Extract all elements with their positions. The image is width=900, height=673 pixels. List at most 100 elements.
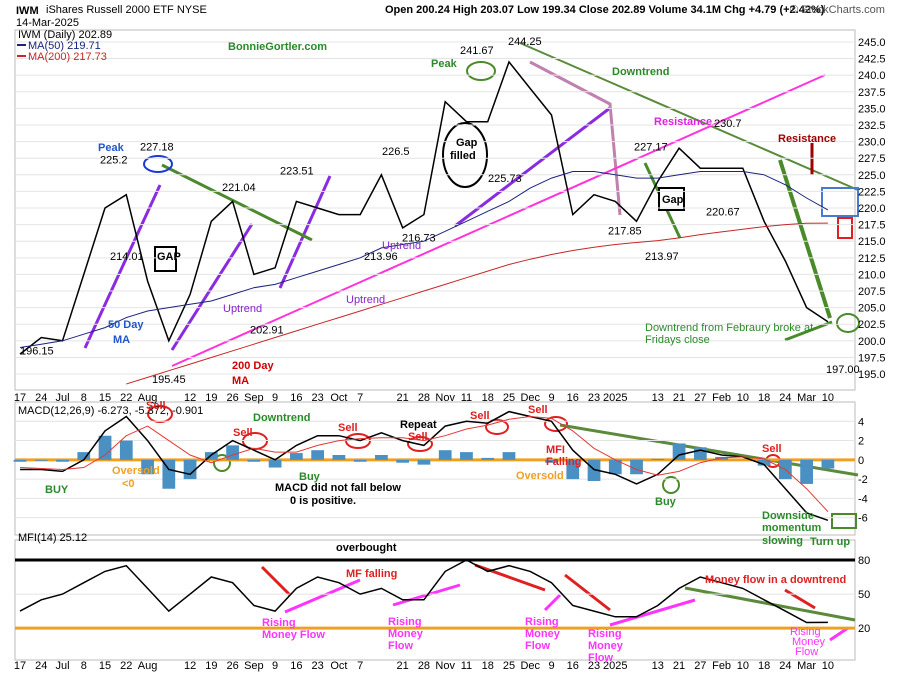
annotation: MA xyxy=(232,375,249,387)
x-tick-label: 18 xyxy=(482,392,494,404)
x-tick-label: 25 xyxy=(503,660,515,672)
annotation: Uptrend xyxy=(223,303,262,315)
x-tick-label: 23 xyxy=(588,660,600,672)
x-tick-label: Jul xyxy=(55,392,69,404)
box xyxy=(831,513,857,529)
annotation: Sell xyxy=(470,410,490,422)
x-tick-label: 2025 xyxy=(603,392,627,404)
price-label: 227.17 xyxy=(634,141,668,153)
circle xyxy=(213,454,231,472)
series-line xyxy=(126,222,828,385)
x-tick-label: 26 xyxy=(226,392,238,404)
x-tick-label: Mar xyxy=(797,660,816,672)
trend-line xyxy=(171,74,826,367)
annotation: Downtrend xyxy=(253,412,310,424)
x-tick-label: 28 xyxy=(418,660,430,672)
y-tick-label: 220.0 xyxy=(858,203,886,215)
y-tick-label: -4 xyxy=(858,493,868,505)
x-tick-label: 10 xyxy=(737,392,749,404)
annotation: Money xyxy=(525,628,561,640)
x-tick-label: 19 xyxy=(205,392,217,404)
histogram-bar xyxy=(13,459,27,462)
histogram-bar xyxy=(502,452,516,460)
annotation: Flow xyxy=(388,640,413,652)
annotation: Money flow in a downtrend xyxy=(705,574,846,586)
annotation: Fridays close xyxy=(645,334,710,346)
annotation: Money xyxy=(792,636,826,648)
price-label: 197.00 xyxy=(826,364,860,376)
x-tick-label: 12 xyxy=(184,660,196,672)
x-tick-label: 27 xyxy=(694,660,706,672)
annotation: MFI xyxy=(546,444,565,456)
price-label: 244.25 xyxy=(508,36,542,48)
x-tick-label: Aug xyxy=(138,392,158,404)
x-tick-label: 16 xyxy=(567,660,579,672)
histogram-bar xyxy=(693,447,707,460)
annotation: slowing xyxy=(762,535,803,547)
histogram-bar xyxy=(800,459,813,484)
x-tick-label: Dec xyxy=(520,392,540,404)
annotation: Flow xyxy=(588,652,613,664)
circle xyxy=(407,436,433,452)
histogram-bar xyxy=(353,459,367,462)
annotation: Uptrend xyxy=(346,294,385,306)
y-tick-label: 217.5 xyxy=(858,220,886,232)
annotation: Sell xyxy=(233,427,253,439)
histogram-bar xyxy=(608,459,622,475)
annotation: Sell xyxy=(528,404,548,416)
trend-line xyxy=(519,42,859,191)
y-tick-label: 20 xyxy=(858,623,870,635)
price-label: 214.01 xyxy=(110,251,144,263)
box xyxy=(658,187,685,211)
circle xyxy=(662,476,680,494)
macd-title: MACD(12,26,9) -6.273, -5.372, -0.901 xyxy=(18,405,203,417)
x-tick-label: Oct xyxy=(330,392,347,404)
x-tick-label: 16 xyxy=(567,392,579,404)
x-tick-label: 10 xyxy=(737,660,749,672)
circle xyxy=(147,405,173,423)
series-line xyxy=(20,410,829,522)
histogram-bar xyxy=(311,450,325,460)
histogram-bar xyxy=(375,455,388,460)
x-tick-label: 10 xyxy=(822,660,834,672)
arrow xyxy=(829,626,849,642)
annotation: Buy xyxy=(299,471,321,483)
ticker: IWM xyxy=(16,5,39,17)
annotation: Sell xyxy=(408,431,428,443)
y-tick-label: 80 xyxy=(858,555,870,567)
annotation: BUY xyxy=(45,484,69,496)
x-tick-label: 21 xyxy=(673,660,685,672)
annotation: Rising xyxy=(262,617,296,629)
x-tick-label: 22 xyxy=(120,660,132,672)
circle xyxy=(836,313,860,333)
trend-line xyxy=(83,184,162,349)
annotation: Oversold xyxy=(112,465,160,477)
histogram-bar xyxy=(141,459,154,475)
annotation: Sell xyxy=(146,400,166,412)
x-tick-label: Feb xyxy=(712,660,731,672)
histogram-bar xyxy=(119,440,133,460)
box xyxy=(837,217,853,239)
x-tick-label: 11 xyxy=(461,392,472,404)
annotation: Buy xyxy=(655,496,677,508)
box xyxy=(821,187,859,217)
trend-line xyxy=(170,223,254,351)
arrow xyxy=(609,598,696,627)
price-label: 216.73 xyxy=(402,233,436,245)
x-tick-label: 24 xyxy=(779,660,791,672)
histogram-bar xyxy=(56,459,69,462)
legend-entry: MA(50) 219.71 xyxy=(28,40,101,52)
x-tick-label: 17 xyxy=(14,660,26,672)
x-tick-label: 10 xyxy=(822,392,834,404)
circle xyxy=(485,419,509,435)
stats: Open 200.24 High 203.07 Low 199.34 Close… xyxy=(385,4,825,16)
date: 14-Mar-2025 xyxy=(16,17,79,29)
annotation: Rising xyxy=(588,628,622,640)
x-tick-label: 27 xyxy=(694,392,706,404)
annotation: Uptrend xyxy=(382,240,421,252)
circle xyxy=(442,122,488,188)
y-tick-label: 215.0 xyxy=(858,236,886,248)
annotation: Money xyxy=(588,640,624,652)
annotation: Downtrend xyxy=(612,66,669,78)
